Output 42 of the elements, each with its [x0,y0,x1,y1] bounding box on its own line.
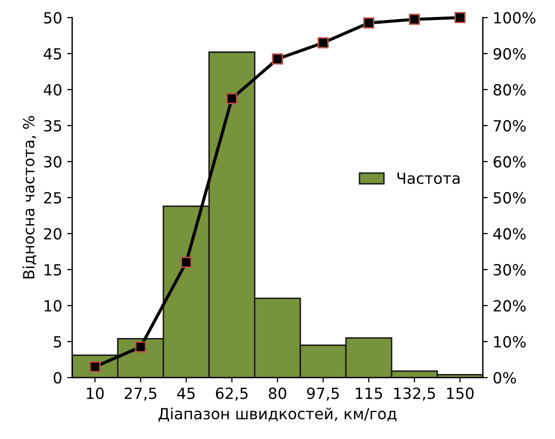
y2-tick-label: 90% [494,48,526,60]
y2-tick-label: 50% [494,192,526,204]
x-tick-label: 45 [177,388,195,400]
y-tick-label: 10 [44,300,62,312]
y-axis-title: Відносна частота, % [22,116,36,278]
y-tick-label: 20 [44,228,62,240]
y-tick-label: 30 [44,156,62,168]
x-tick-label: 150 [447,388,474,400]
x-tick-label: 27,5 [124,388,156,401]
point [408,14,420,25]
x-tick-label: 97,5 [307,388,339,401]
x-tick-label: 80 [268,388,286,400]
y2-tick-label: 10% [494,336,526,348]
x-tick-label: 10 [86,388,104,400]
y2-tick-label: 80% [494,84,526,96]
y2-tick-label: 0% [494,372,516,384]
y2-tick-label: 20% [494,300,526,312]
point [318,37,329,48]
point [180,256,192,268]
y-tick-label: 45 [44,48,62,60]
x-axis-title: Діапазон швидкостей, км/год [158,408,396,422]
point [135,341,146,352]
y-tick-label: 25 [44,192,62,204]
y2-tick-label: 100% [494,12,536,24]
y-tick-label: 15 [44,264,62,276]
y-tick-label: 0 [54,372,62,384]
y-tick-label: 35 [44,120,62,132]
x-tick-label: 132,5 [394,388,435,401]
point [226,93,238,104]
y-tick-label: 50 [44,12,62,24]
x-tick-label: 115 [356,388,382,400]
point [272,53,284,65]
y2-tick-label: 70% [494,120,526,132]
y-tick-label: 5 [54,336,62,348]
point [363,17,374,29]
y-tick-label: 40 [44,84,62,96]
y2-tick-label: 60% [494,156,526,168]
x-tick-label: 62,5 [216,388,248,401]
legend-label: Частота [397,172,460,184]
point [454,12,466,24]
y2-tick-label: 30% [494,264,526,276]
y2-tick-label: 40% [493,228,526,240]
